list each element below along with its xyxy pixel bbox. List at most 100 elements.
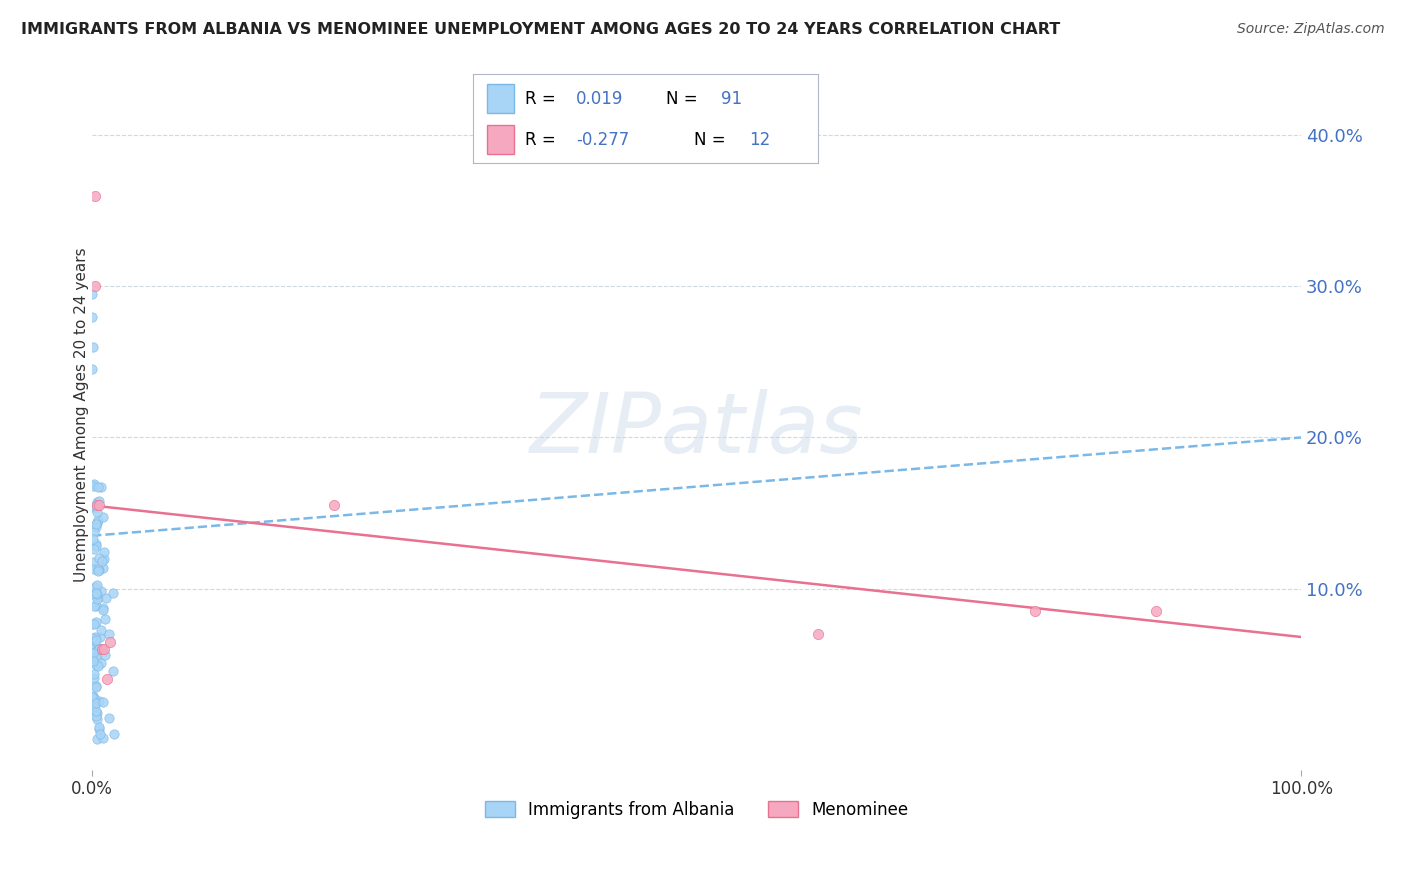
Point <box>86 505 108 519</box>
Point <box>86 516 108 531</box>
Point <box>86 708 108 723</box>
Point <box>82 646 104 660</box>
Y-axis label: Unemployment Among Ages 20 to 24 years: Unemployment Among Ages 20 to 24 years <box>73 247 89 582</box>
Point <box>86 515 108 529</box>
Point <box>83 644 105 658</box>
Point <box>82 310 104 324</box>
Point <box>98 634 121 648</box>
Point <box>84 615 107 630</box>
Point <box>87 564 110 578</box>
Point <box>87 550 110 565</box>
Point <box>84 650 107 665</box>
Point <box>91 731 114 746</box>
Point <box>86 586 108 600</box>
Point <box>82 555 104 569</box>
Point <box>94 611 117 625</box>
Point <box>84 630 107 644</box>
Point <box>98 627 121 641</box>
Point <box>87 720 110 734</box>
Point <box>96 673 118 687</box>
Point <box>84 633 107 648</box>
Point <box>82 689 104 703</box>
Point <box>91 554 114 568</box>
Point <box>323 499 346 513</box>
Point <box>84 680 107 694</box>
Point <box>82 500 104 515</box>
Point <box>84 501 107 516</box>
Text: Source: ZipAtlas.com: Source: ZipAtlas.com <box>1237 22 1385 37</box>
Point <box>83 542 105 557</box>
Point <box>82 654 104 668</box>
Point <box>84 655 107 669</box>
Point <box>82 362 104 376</box>
Point <box>83 477 105 491</box>
Point <box>83 666 105 681</box>
Point <box>84 539 107 553</box>
Point <box>83 640 105 655</box>
Point <box>83 671 105 685</box>
Point <box>82 690 104 705</box>
Point <box>86 706 108 720</box>
Point <box>86 696 108 710</box>
Point <box>86 519 108 533</box>
Point <box>84 704 107 718</box>
Point <box>87 641 110 656</box>
Point <box>89 631 111 645</box>
Point <box>90 584 112 599</box>
Point <box>82 617 104 632</box>
Point <box>806 627 828 641</box>
Point <box>83 562 105 576</box>
Point <box>89 722 111 736</box>
Point <box>87 480 110 494</box>
Point <box>82 340 104 354</box>
Point <box>90 480 112 494</box>
Point <box>86 592 108 607</box>
Point <box>87 591 110 605</box>
Point <box>86 537 108 551</box>
Point <box>98 710 121 724</box>
Point <box>90 623 112 637</box>
Point <box>89 727 111 741</box>
Point <box>83 691 105 706</box>
Point <box>84 599 107 613</box>
Point <box>93 648 115 662</box>
Point <box>83 599 105 614</box>
Point <box>86 578 108 592</box>
Point <box>87 513 110 527</box>
Point <box>91 510 114 524</box>
Point <box>1144 604 1167 618</box>
Point <box>86 651 108 665</box>
Point <box>86 499 108 513</box>
Point <box>83 617 105 632</box>
Point <box>84 680 107 694</box>
Point <box>87 659 110 673</box>
Point <box>94 591 117 605</box>
Point <box>90 657 112 671</box>
Point <box>84 632 107 647</box>
Point <box>86 712 108 726</box>
Point <box>82 286 104 301</box>
Point <box>82 632 104 646</box>
Point <box>89 494 111 508</box>
Point <box>83 699 105 714</box>
Point <box>93 642 115 657</box>
Point <box>84 580 107 594</box>
Point <box>101 586 124 600</box>
Point <box>84 585 107 599</box>
Point <box>1024 604 1046 618</box>
Point <box>84 517 107 532</box>
Point <box>101 664 124 678</box>
Point <box>91 602 114 616</box>
Point <box>83 188 105 202</box>
Legend: Immigrants from Albania, Menominee: Immigrants from Albania, Menominee <box>478 794 915 826</box>
Point <box>90 642 112 657</box>
Text: ZIPatlas: ZIPatlas <box>530 389 863 469</box>
Point <box>91 561 114 575</box>
Point <box>82 479 104 493</box>
Point <box>86 732 108 747</box>
Point <box>87 641 110 656</box>
Point <box>93 545 115 559</box>
Point <box>91 695 114 709</box>
Point <box>93 551 115 566</box>
Point <box>82 532 104 546</box>
